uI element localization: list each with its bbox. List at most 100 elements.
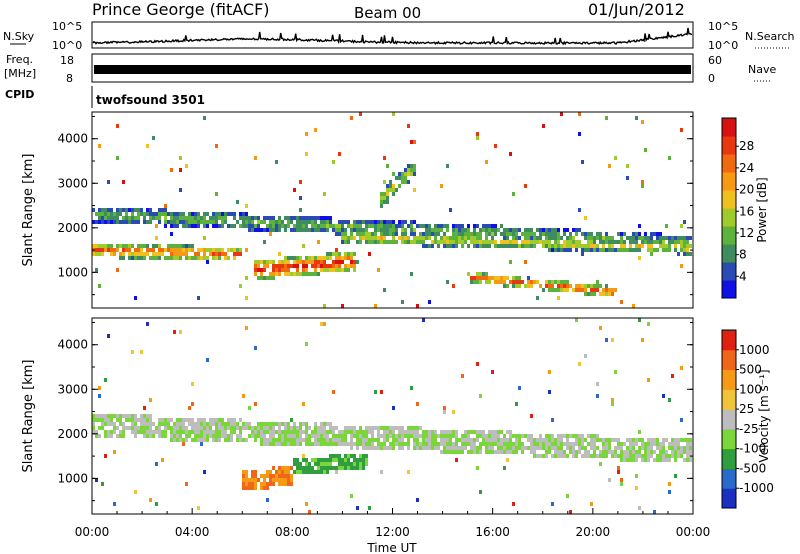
heatmap-cell <box>485 160 488 164</box>
heatmap-cell <box>596 248 599 252</box>
heatmap-cell <box>452 446 455 450</box>
heatmap-cell <box>212 418 215 422</box>
heatmap-cell <box>401 430 404 434</box>
heatmap-cell <box>401 176 404 180</box>
heatmap-cell <box>218 422 221 426</box>
heatmap-cell <box>173 422 176 426</box>
heatmap-cell <box>509 280 512 284</box>
heatmap-cell <box>188 216 191 220</box>
heatmap-cell <box>686 252 689 256</box>
heatmap-cell <box>383 434 386 438</box>
heatmap-cell <box>638 506 641 510</box>
heatmap-cell <box>311 470 314 474</box>
heatmap-cell <box>338 442 341 446</box>
heatmap-cell <box>317 458 320 462</box>
heatmap-cell <box>674 442 677 446</box>
heatmap-cell <box>680 366 683 370</box>
heatmap-cell <box>284 474 287 478</box>
heatmap-cell <box>620 450 623 454</box>
heatmap-cell <box>662 240 665 244</box>
heatmap-cell <box>353 426 356 430</box>
heatmap-cell <box>260 442 263 446</box>
colorbar-segment <box>722 389 736 410</box>
heatmap-cell <box>365 430 368 434</box>
heatmap-cell <box>122 430 125 434</box>
heatmap-cell <box>599 438 602 442</box>
heatmap-cell <box>524 228 527 232</box>
heatmap-cell <box>614 370 617 374</box>
heatmap-cell <box>98 418 101 422</box>
heatmap-cell <box>353 228 356 232</box>
heatmap-cell <box>467 228 470 232</box>
heatmap-cell <box>338 224 341 228</box>
heatmap-cell <box>194 430 197 434</box>
heatmap-cell <box>449 208 452 212</box>
heatmap-cell <box>563 248 566 252</box>
heatmap-cell <box>104 220 107 224</box>
heatmap-cell <box>320 256 323 260</box>
heatmap-cell <box>359 220 362 224</box>
heatmap-cell <box>590 244 593 248</box>
heatmap-cell <box>542 446 545 450</box>
heatmap-cell <box>455 442 458 446</box>
heatmap-cell <box>452 430 455 434</box>
heatmap-cell <box>599 240 602 244</box>
heatmap-cell <box>188 224 191 228</box>
heatmap-cell <box>590 502 593 506</box>
heatmap-cell <box>515 240 518 244</box>
heatmap-cell <box>371 232 374 236</box>
heatmap-cell <box>548 446 551 450</box>
heatmap-cell <box>242 216 245 220</box>
heatmap-cell <box>611 338 614 342</box>
heatmap-cell <box>509 442 512 446</box>
heatmap-cell <box>506 458 509 462</box>
heatmap-cell <box>275 220 278 224</box>
heatmap-cell <box>605 446 608 450</box>
heatmap-cell <box>428 236 431 240</box>
heatmap-cell <box>461 244 464 248</box>
heatmap-cell <box>533 442 536 446</box>
x-tick-label: 00:00 <box>75 525 110 539</box>
heatmap-cell <box>359 438 362 442</box>
heatmap-cell <box>461 446 464 450</box>
heatmap-cell <box>113 252 116 256</box>
heatmap-cell <box>518 446 521 450</box>
heatmap-cell <box>284 268 287 272</box>
heatmap-cell <box>284 256 287 260</box>
heatmap-cell <box>545 236 548 240</box>
heatmap-cell <box>185 220 188 224</box>
heatmap-cell <box>251 426 254 430</box>
heatmap-cell <box>104 378 107 382</box>
heatmap-cell <box>458 438 461 442</box>
heatmap-cell <box>344 466 347 470</box>
heatmap-cell <box>353 430 356 434</box>
heatmap-cell <box>581 284 584 288</box>
heatmap-cell <box>419 232 422 236</box>
heatmap-cell <box>686 236 689 240</box>
heatmap-cell <box>242 470 245 474</box>
heatmap-cell <box>173 252 176 256</box>
heatmap-cell <box>332 426 335 430</box>
heatmap-cell <box>446 164 449 168</box>
heatmap-cell <box>305 216 308 220</box>
heatmap-cell <box>683 446 686 450</box>
heatmap-cell <box>299 180 302 184</box>
heatmap-cell <box>602 240 605 244</box>
heatmap-cell <box>632 442 635 446</box>
heatmap-cell <box>137 208 140 212</box>
heatmap-cell <box>461 232 464 236</box>
heatmap-cell <box>302 272 305 276</box>
heatmap-cell <box>314 216 317 220</box>
heatmap-cell <box>332 228 335 232</box>
heatmap-cell <box>605 454 608 458</box>
heatmap-cell <box>671 450 674 454</box>
heatmap-cell <box>494 280 497 284</box>
heatmap-cell <box>665 236 668 240</box>
heatmap-cell <box>371 240 374 244</box>
heatmap-cell <box>452 442 455 446</box>
heatmap-cell <box>329 438 332 442</box>
heatmap-cell <box>287 268 290 272</box>
heatmap-cell <box>665 454 668 458</box>
heatmap-cell <box>380 434 383 438</box>
heatmap-cell <box>311 442 314 446</box>
